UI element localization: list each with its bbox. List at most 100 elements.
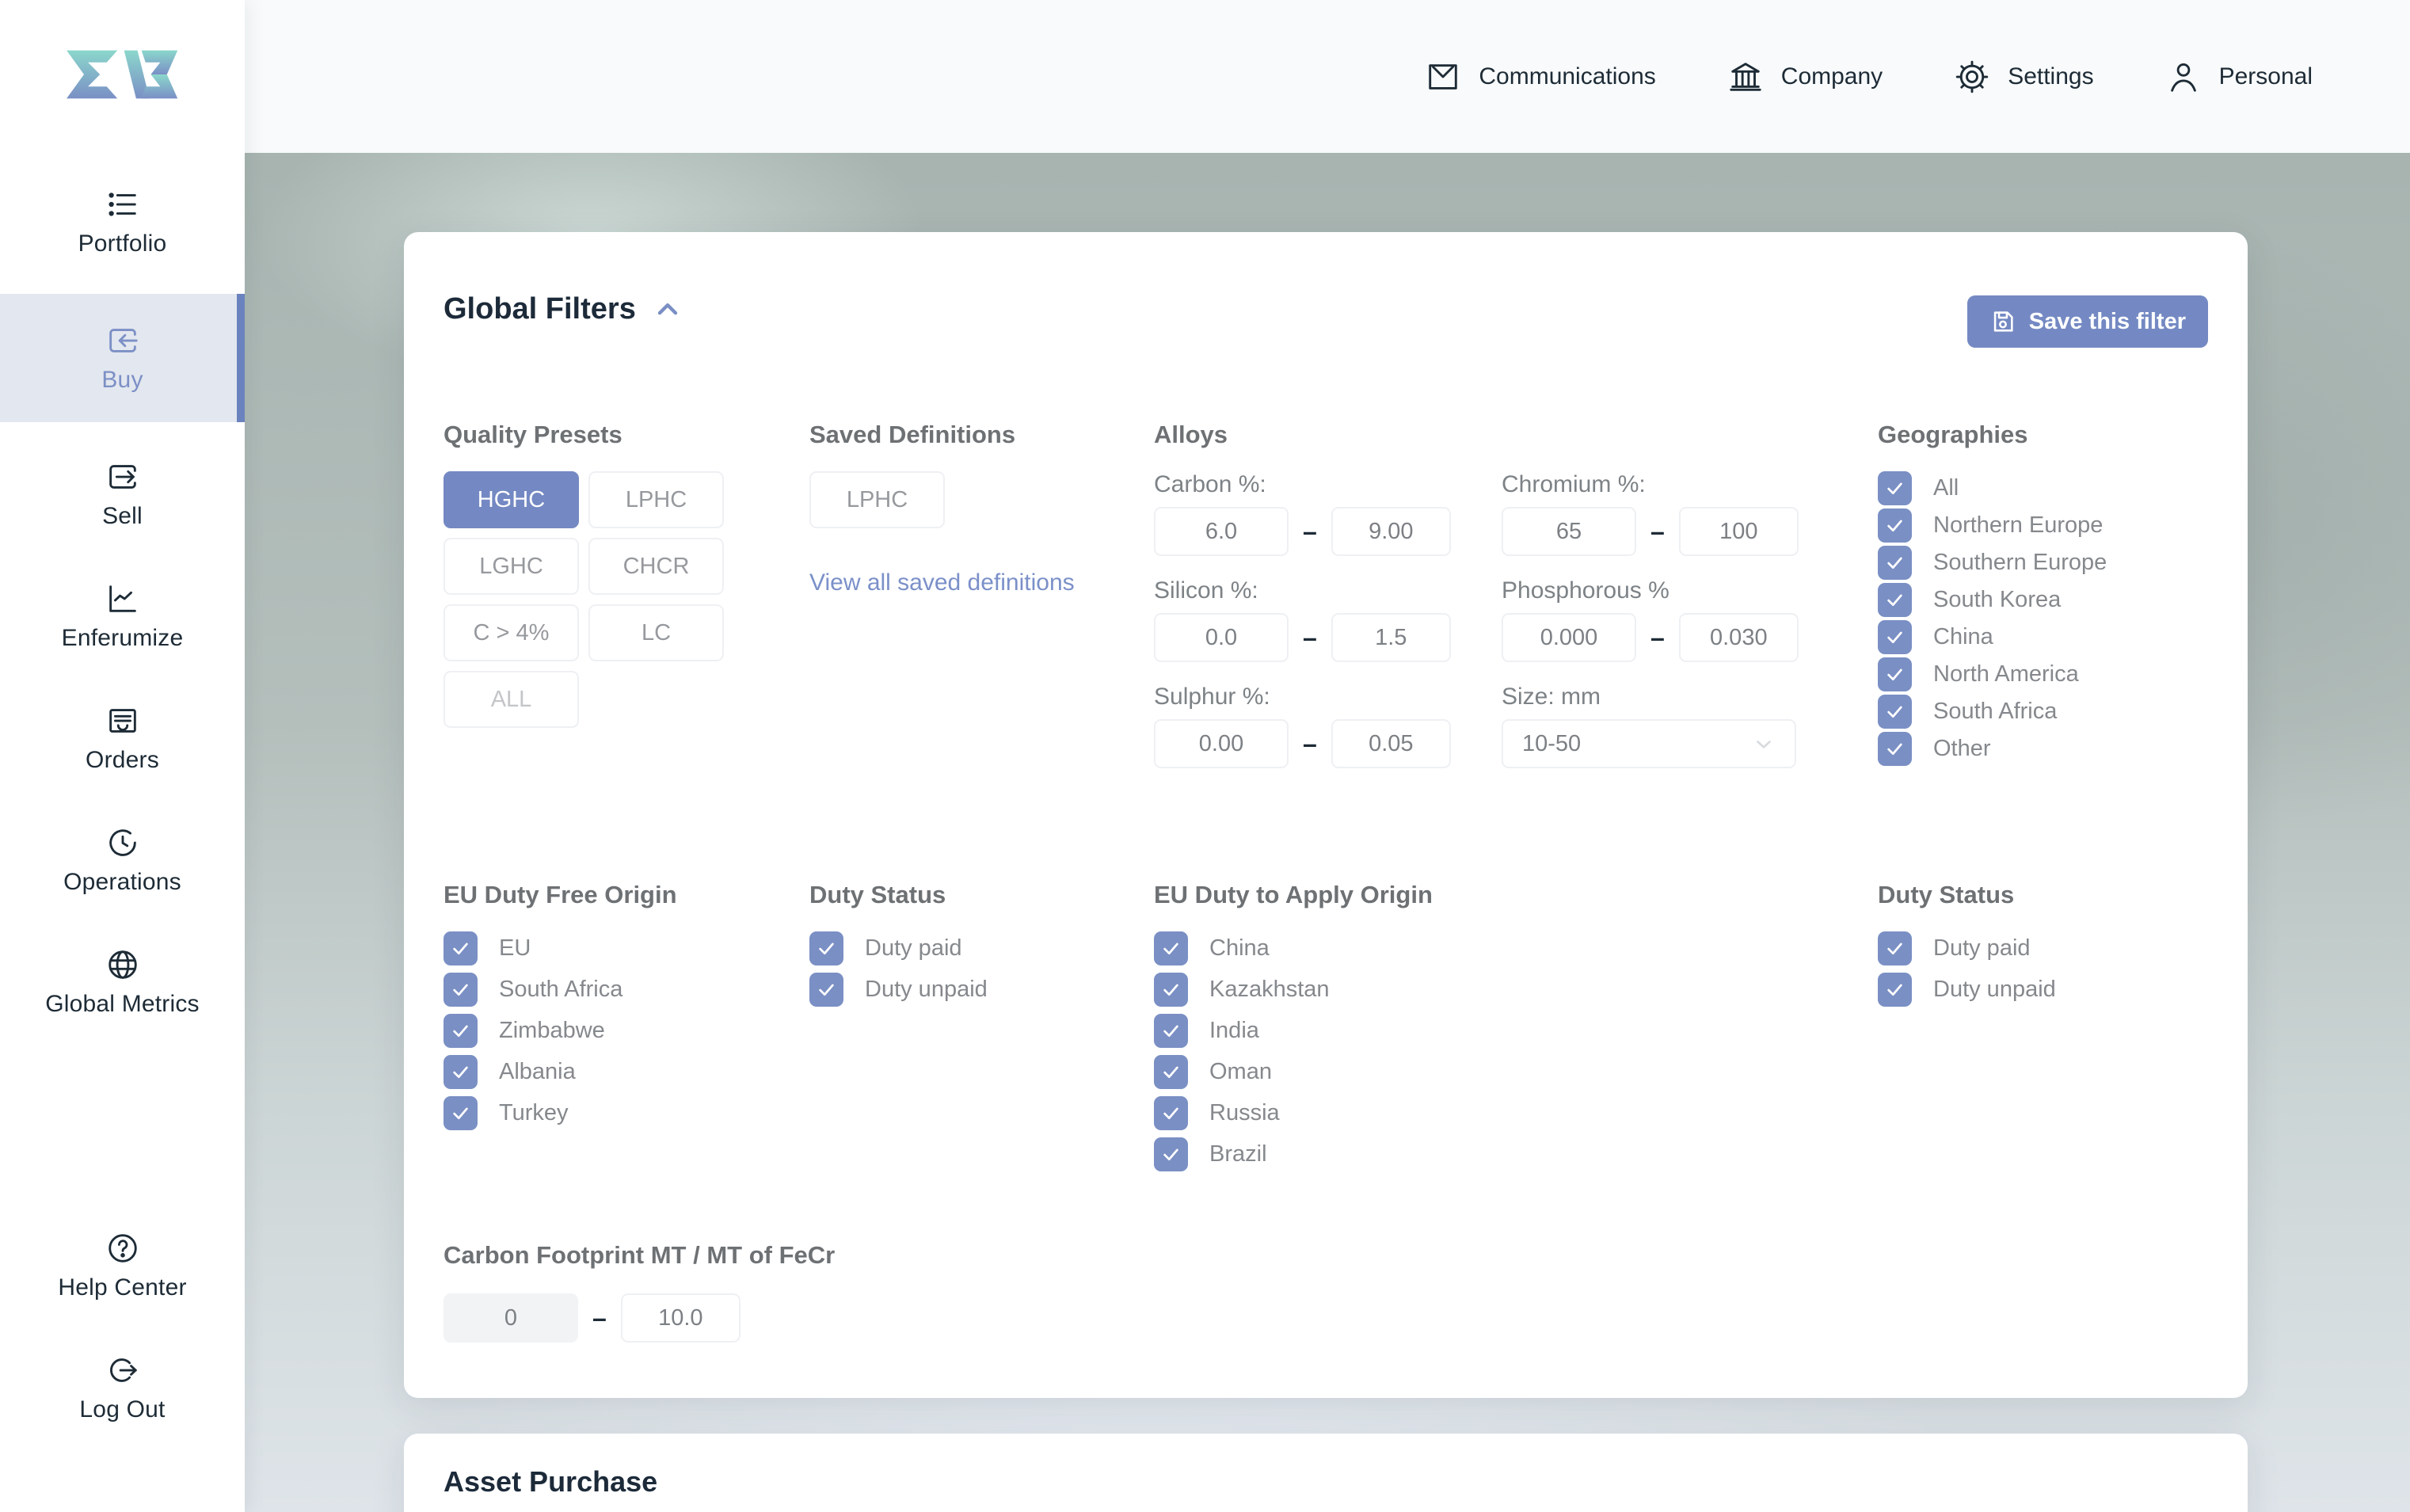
save-filter-button[interactable]: Save this filter	[1966, 295, 2208, 348]
checkmark-icon	[1887, 594, 1902, 607]
view-all-definitions-link[interactable]: View all saved definitions	[809, 569, 1075, 596]
checkbox-label: India	[1209, 1018, 1259, 1043]
global-filters-title-row[interactable]: Global Filters	[444, 292, 683, 326]
alloy-range-row: Sulphur %: –	[1154, 684, 1502, 768]
checkbox-checked[interactable]	[1878, 508, 1912, 543]
alloy-ranges-col2: Chromium %: – Phosphorous %	[1502, 471, 1878, 662]
range-to-input[interactable]	[1678, 613, 1799, 662]
main-area: Communications Company	[245, 0, 2410, 1512]
checkbox-checked[interactable]	[1154, 931, 1188, 965]
carbon-to-input[interactable]	[620, 1293, 741, 1343]
checkbox-checked[interactable]	[1154, 1137, 1188, 1171]
checkbox-label: Kazakhstan	[1209, 977, 1330, 1002]
quality-preset-button[interactable]: ALL	[444, 671, 579, 728]
quality-preset-button[interactable]: C > 4%	[444, 604, 579, 661]
checkbox-checked[interactable]	[1154, 1096, 1188, 1130]
sidebar-item-orders[interactable]: Orders	[0, 682, 245, 794]
range-to-input[interactable]	[1331, 507, 1451, 556]
checkbox-checked[interactable]	[1878, 657, 1912, 691]
sidebar-item-sell[interactable]: Sell	[0, 438, 245, 550]
checkbox-checked[interactable]	[809, 973, 843, 1007]
checkbox-checked[interactable]	[444, 973, 478, 1007]
checkmark-icon	[1887, 520, 1902, 532]
header-item-label: Company	[1780, 63, 1883, 90]
quality-preset-button[interactable]: LPHC	[588, 471, 724, 528]
range-from-input[interactable]	[1502, 613, 1636, 662]
checkbox-checked[interactable]	[1154, 1055, 1188, 1089]
range-dash: –	[1650, 623, 1665, 652]
list-icon	[108, 192, 136, 216]
range-from-input[interactable]	[1502, 507, 1636, 556]
sidebar-item-log-out[interactable]: Log Out	[0, 1331, 245, 1444]
checkbox-checked[interactable]	[1878, 546, 1912, 580]
section-heading: EU Duty Free Origin	[444, 881, 677, 908]
sidebar-item-portfolio[interactable]: Portfolio	[0, 166, 245, 278]
quality-preset-button[interactable]: LC	[588, 604, 724, 661]
range-from-input[interactable]	[1154, 507, 1289, 556]
size-select[interactable]: 10-50	[1502, 719, 1796, 768]
sidebar-item-global-metrics[interactable]: Global Metrics	[0, 926, 245, 1038]
checkbox-checked[interactable]	[1878, 732, 1912, 766]
chevron-up-icon[interactable]	[652, 294, 683, 326]
checkbox-checked[interactable]	[444, 1014, 478, 1048]
checkbox-checked[interactable]	[809, 931, 843, 965]
range-from-input[interactable]	[1154, 613, 1289, 662]
checkbox-row: EU	[444, 931, 809, 965]
header-item-personal[interactable]: Personal	[2165, 59, 2313, 95]
duty-status-left-checklist: Duty paid Duty unpaid	[809, 931, 1154, 1007]
checkbox-row: Duty unpaid	[1878, 973, 2208, 1007]
alloy-range-row: Phosphorous % –	[1502, 577, 1878, 662]
sidebar-item-enferumize[interactable]: Enferumize	[0, 560, 245, 672]
section-heading: Duty Status	[809, 881, 946, 908]
header-item-settings[interactable]: Settings	[1954, 59, 2094, 95]
checkbox-row: China	[1878, 620, 2208, 654]
header-item-company[interactable]: Company	[1727, 59, 1883, 95]
checkmark-icon	[1887, 984, 1902, 996]
quality-preset-button[interactable]: LGHC	[444, 538, 579, 595]
checkbox-checked[interactable]	[444, 1055, 478, 1089]
range-dash: –	[1303, 517, 1317, 546]
size-select-value: 10-50	[1522, 730, 1582, 756]
checkbox-row: Northern Europe	[1878, 508, 2208, 543]
sidebar-item-help-center[interactable]: Help Center	[0, 1209, 245, 1322]
carbon-from-input[interactable]	[444, 1293, 578, 1343]
sidebar-item-operations[interactable]: Operations	[0, 804, 245, 916]
checkbox-checked[interactable]	[444, 1096, 478, 1130]
checkbox-label: Oman	[1209, 1059, 1272, 1084]
checkbox-checked[interactable]	[1878, 973, 1912, 1007]
alloys-section-col2: Chromium %: – Phosphorous %	[1502, 421, 1878, 790]
checkbox-row: Kazakhstan	[1154, 973, 1878, 1007]
checkbox-label: Zimbabwe	[499, 1018, 605, 1043]
checkmark-icon	[453, 943, 468, 955]
saved-definition-button[interactable]: LPHC	[809, 471, 945, 528]
alloy-range-row: Chromium %: –	[1502, 471, 1878, 556]
checkbox-label: Duty unpaid	[1933, 977, 2056, 1002]
checkbox-checked[interactable]	[1878, 931, 1912, 965]
range-to-input[interactable]	[1678, 507, 1799, 556]
checkbox-checked[interactable]	[1878, 471, 1912, 505]
checkbox-row: Oman	[1154, 1055, 1878, 1089]
checkbox-checked[interactable]	[1154, 1014, 1188, 1048]
checkbox-checked[interactable]	[1878, 695, 1912, 729]
checkbox-row: South Korea	[1878, 583, 2208, 617]
quality-preset-button[interactable]: HGHC	[444, 471, 579, 528]
header-item-communications[interactable]: Communications	[1425, 59, 1656, 95]
checkbox-label: EU	[499, 935, 531, 961]
checkbox-checked[interactable]	[1878, 620, 1912, 654]
filters-row-1: Quality Presets HGHC LPHC LGHC CHCR	[444, 421, 2208, 790]
checkbox-checked[interactable]	[1878, 583, 1912, 617]
checkbox-label: Duty unpaid	[865, 977, 988, 1002]
range-to-input[interactable]	[1331, 719, 1451, 768]
save-icon	[1993, 311, 2013, 332]
range-to-input[interactable]	[1331, 613, 1451, 662]
range-from-input[interactable]	[1154, 719, 1289, 768]
asset-purchase-card: Asset Purchase Order Type	[404, 1434, 2248, 1512]
sidebar-item-buy[interactable]: Buy	[0, 294, 245, 422]
alloys-section-col1: Alloys Carbon %: –	[1154, 421, 1502, 790]
checkbox-row: Duty paid	[809, 931, 1154, 965]
checkbox-row: Russia	[1154, 1096, 1878, 1130]
checkbox-checked[interactable]	[1154, 973, 1188, 1007]
checkbox-checked[interactable]	[444, 931, 478, 965]
quality-preset-button[interactable]: CHCR	[588, 538, 724, 595]
sigma-beta-logo-icon	[66, 50, 177, 99]
